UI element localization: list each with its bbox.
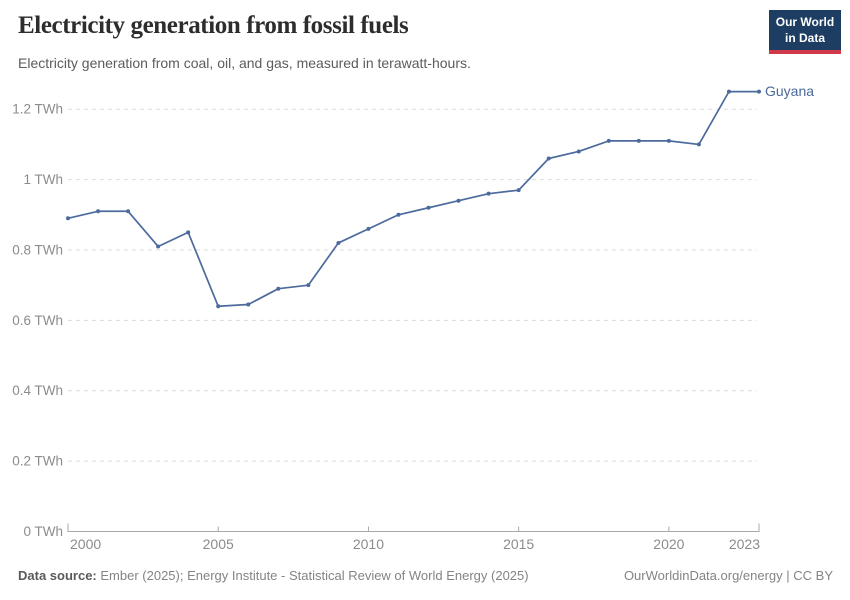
y-tick-label: 0.8 TWh	[12, 242, 63, 257]
y-tick-label: 1.2 TWh	[12, 102, 63, 117]
data-point[interactable]	[486, 191, 491, 196]
data-point[interactable]	[66, 216, 70, 221]
data-point[interactable]	[276, 286, 281, 291]
page-title: Electricity generation from fossil fuels	[18, 12, 409, 39]
y-tick-label: 0 TWh	[23, 524, 63, 539]
license-note: OurWorldinData.org/energy | CC BY	[623, 568, 833, 583]
x-tick-label: 2015	[503, 536, 534, 552]
series-line-guyana[interactable]	[67, 90, 760, 308]
data-point[interactable]	[726, 89, 731, 94]
x-tick-label: 2000	[70, 536, 101, 552]
data-source-label: Data source:	[18, 568, 97, 583]
y-tick-label: 0.6 TWh	[12, 313, 63, 328]
data-point[interactable]	[666, 138, 671, 143]
x-tick-label: 2010	[353, 536, 384, 552]
data-point[interactable]	[516, 188, 521, 193]
data-point[interactable]	[456, 198, 461, 203]
data-point[interactable]	[246, 302, 251, 307]
data-point[interactable]	[606, 138, 611, 143]
data-point[interactable]	[636, 138, 641, 143]
series-label-guyana[interactable]: Guyana	[765, 83, 814, 99]
data-point[interactable]	[757, 89, 761, 94]
data-point[interactable]	[546, 156, 551, 161]
data-point[interactable]	[156, 244, 161, 249]
data-point[interactable]	[576, 149, 581, 154]
y-tick-label: 0.2 TWh	[12, 454, 63, 469]
owid-logo-line2: in Data	[784, 30, 825, 45]
data-point[interactable]	[696, 142, 701, 147]
data-source: Data source: Ember (2025); Energy Instit…	[18, 568, 529, 583]
data-point[interactable]	[216, 304, 221, 309]
y-tick-label: 1 TWh	[23, 172, 63, 187]
data-point[interactable]	[186, 230, 191, 235]
y-tick-label: 0.4 TWh	[12, 383, 63, 398]
x-tick-label: 2020	[653, 536, 684, 552]
data-point[interactable]	[396, 212, 401, 217]
owid-logo-line1: Our World	[775, 15, 835, 29]
owid-logo[interactable]: Our World in Data	[769, 10, 841, 55]
data-point[interactable]	[366, 226, 371, 231]
data-point[interactable]	[336, 240, 341, 245]
data-source-text: Ember (2025); Energy Institute - Statist…	[100, 568, 529, 583]
page-subtitle: Electricity generation from coal, oil, a…	[18, 55, 471, 71]
data-point[interactable]	[426, 205, 431, 210]
data-point[interactable]	[306, 283, 311, 288]
data-point[interactable]	[126, 209, 131, 214]
data-point[interactable]	[96, 209, 101, 214]
x-tick-label: 2023	[729, 536, 760, 552]
x-tick-label: 2005	[203, 536, 234, 552]
